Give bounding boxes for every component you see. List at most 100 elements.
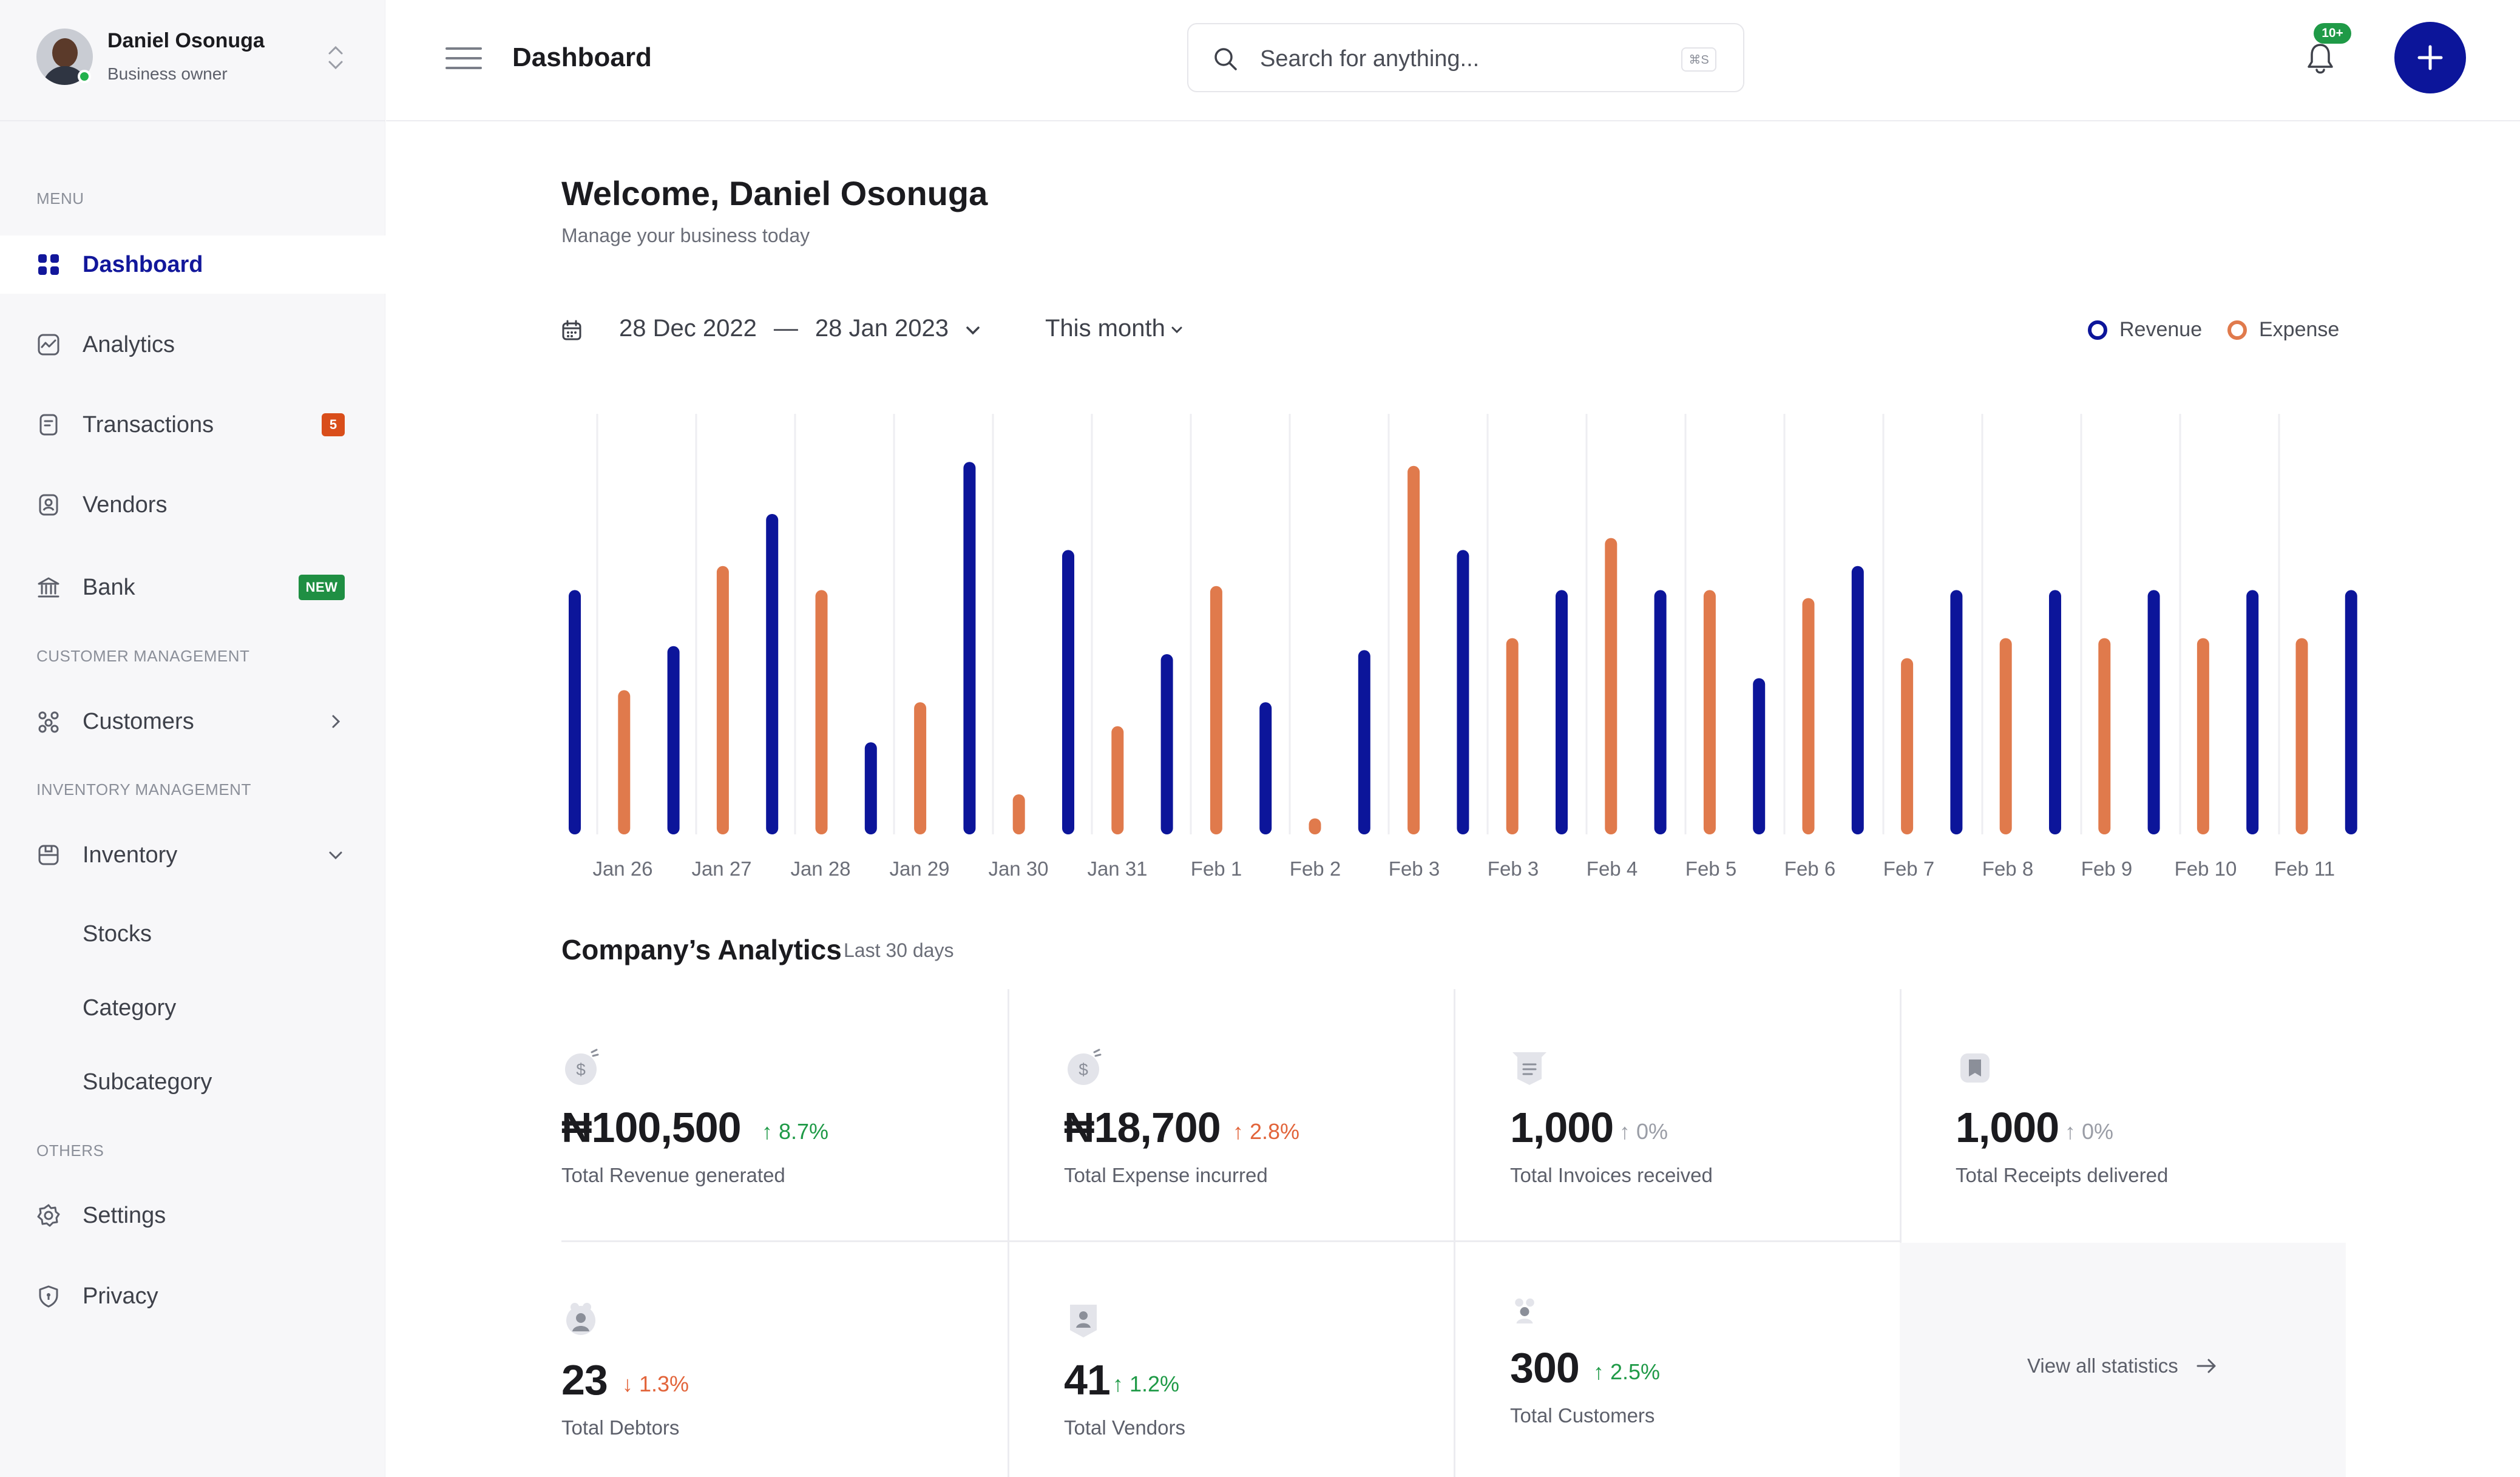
stat-card-debtors: 23 ↓ 1.3% Total Debtors	[561, 1296, 986, 1454]
chart-bar-expense[interactable]	[1703, 590, 1716, 834]
chart-bar-revenue[interactable]	[1753, 678, 1766, 834]
legend-expense-marker	[2227, 320, 2247, 340]
chart-bar-revenue[interactable]	[569, 590, 581, 834]
sidebar-item-label: Settings	[83, 1202, 166, 1228]
stat-label: Total Receipts delivered	[1956, 1164, 2169, 1186]
profile-role: Business owner	[107, 64, 228, 83]
sidebar-item-inventory[interactable]: Inventory	[0, 826, 385, 884]
sidebar-item-label: Privacy	[83, 1283, 158, 1309]
search-input[interactable]	[1260, 41, 1636, 76]
chart-bar-revenue[interactable]	[2345, 590, 2357, 834]
chart-bar-expense[interactable]	[1802, 598, 1815, 834]
stat-delta: ↑ 8.7%	[762, 1119, 829, 1144]
chevron-down-icon[interactable]	[964, 322, 982, 340]
sidebar-subitem-subcategory[interactable]: Subcategory	[83, 1069, 212, 1095]
chart-bar-expense[interactable]	[1506, 638, 1519, 834]
sidebar-item-privacy[interactable]: Privacy	[0, 1267, 385, 1325]
chevron-down-icon[interactable]	[328, 847, 344, 863]
chart-x-tick-label: Feb 4	[1587, 857, 1638, 880]
chart-bar-revenue[interactable]	[1851, 566, 1864, 834]
chart-bar-revenue[interactable]	[766, 514, 779, 834]
period-dropdown[interactable]: This month	[1045, 315, 1165, 342]
profile-switcher[interactable]: Daniel Osonuga Business owner	[0, 0, 385, 121]
chart-bar-revenue[interactable]	[2246, 590, 2259, 834]
view-all-statistics-link[interactable]: View all statistics	[2027, 1354, 2217, 1377]
sidebar-item-dashboard[interactable]: Dashboard	[0, 235, 385, 294]
sidebar-item-label: Transactions	[83, 411, 214, 438]
stat-delta: ↓ 1.3%	[622, 1371, 689, 1396]
chart-bar-expense[interactable]	[1111, 726, 1124, 834]
chart-bar-revenue[interactable]	[1358, 650, 1370, 834]
sidebar-item-customers[interactable]: Customers	[0, 692, 385, 751]
chevron-down-icon[interactable]	[1170, 323, 1184, 337]
stat-value: ₦100,500	[561, 1104, 742, 1151]
chart-x-tick-label: Jan 31	[1087, 857, 1147, 880]
transactions-count-badge: 5	[322, 413, 345, 436]
stat-card-invoices: 1,000 ↑ 0% Total Invoices received	[1510, 1044, 1892, 1202]
chart-bar-expense[interactable]	[2295, 638, 2308, 834]
stat-value: 1,000	[1956, 1104, 2059, 1151]
profile-name: Daniel Osonuga	[107, 29, 265, 52]
section-label-inventory-management: INVENTORY MANAGEMENT	[36, 780, 251, 799]
chart-bar-expense[interactable]	[1210, 586, 1222, 834]
date-range-picker[interactable]: 28 Dec 2022 — 28 Jan 2023	[619, 315, 949, 342]
stat-delta: ↑ 0%	[1619, 1119, 1668, 1144]
sidebar-item-label: Inventory	[83, 842, 178, 868]
chevron-right-icon[interactable]	[328, 714, 344, 729]
stat-delta: ↑ 1.2%	[1113, 1371, 1180, 1396]
chart-bar-revenue[interactable]	[1950, 590, 1963, 834]
chart-bar-revenue[interactable]	[2049, 590, 2061, 834]
chart-bar-expense[interactable]	[1309, 818, 1321, 834]
chart-bar-expense[interactable]	[1999, 638, 2012, 834]
sidebar-subitem-stocks[interactable]: Stocks	[83, 921, 152, 947]
legend-expense: Expense	[2227, 318, 2339, 342]
sidebar-item-transactions[interactable]: Transactions 5	[0, 396, 385, 454]
add-button[interactable]	[2394, 22, 2466, 93]
chart-bar-expense[interactable]	[1605, 538, 1617, 834]
chart-bar-revenue[interactable]	[963, 462, 976, 834]
avatar	[36, 29, 93, 85]
chart-bar-expense[interactable]	[1901, 658, 1914, 834]
stat-card-revenue: $ ₦100,500 ↑ 8.7% Total Revenue generate…	[561, 1044, 986, 1202]
chart-bar-expense[interactable]	[914, 702, 927, 834]
sidebar-item-label: Dashboard	[83, 251, 203, 277]
chart-bar-revenue[interactable]	[1457, 550, 1469, 834]
chart-bar-revenue[interactable]	[1259, 702, 1272, 834]
chart-bar-expense[interactable]	[716, 566, 729, 834]
date-start: 28 Dec 2022	[619, 315, 757, 342]
analytics-subtitle: Last 30 days	[844, 939, 954, 961]
chart-bar-expense[interactable]	[1407, 465, 1420, 834]
legend-revenue: Revenue	[2088, 318, 2202, 342]
chart-bar-revenue[interactable]	[864, 742, 877, 834]
chart-bar-revenue[interactable]	[1062, 550, 1074, 834]
chart-bar-expense[interactable]	[815, 590, 828, 834]
search-bar[interactable]: ⌘S	[1187, 23, 1744, 92]
chart-x-tick-label: Feb 5	[1685, 857, 1736, 880]
hamburger-menu-icon[interactable]	[445, 47, 482, 69]
divider	[1454, 989, 1455, 1477]
sidebar-item-settings[interactable]: Settings	[0, 1186, 385, 1245]
chart-x-tick-label: Feb 3	[1389, 857, 1440, 880]
stat-label: Total Customers	[1510, 1404, 1655, 1427]
sidebar-item-vendors[interactable]: Vendors	[0, 476, 385, 534]
chart-bar-expense[interactable]	[1012, 794, 1025, 834]
chart-bar-expense[interactable]	[2197, 638, 2209, 834]
chart-bar-revenue[interactable]	[1654, 590, 1667, 834]
chart-bar-expense[interactable]	[2098, 638, 2111, 834]
invoice-icon	[1512, 1052, 1546, 1085]
chevron-up-down-icon[interactable]	[326, 42, 345, 73]
money-bag-icon: $	[1068, 1049, 1102, 1085]
receipt-icon	[39, 414, 58, 436]
chart-bar-revenue[interactable]	[2147, 590, 2160, 834]
date-end: 28 Jan 2023	[815, 315, 949, 342]
chart-bar-expense[interactable]	[618, 690, 631, 834]
chart-bar-revenue[interactable]	[667, 646, 680, 834]
sidebar-item-bank[interactable]: Bank NEW	[0, 558, 385, 617]
sidebar-item-analytics[interactable]: Analytics	[0, 316, 385, 374]
legend-revenue-marker	[2088, 320, 2107, 340]
chart-bar-revenue[interactable]	[1160, 654, 1173, 834]
bell-icon[interactable]	[2304, 41, 2337, 76]
chart-x-tick-label: Feb 7	[1883, 857, 1934, 880]
chart-bar-revenue[interactable]	[1556, 590, 1568, 834]
sidebar-subitem-category[interactable]: Category	[83, 995, 177, 1021]
